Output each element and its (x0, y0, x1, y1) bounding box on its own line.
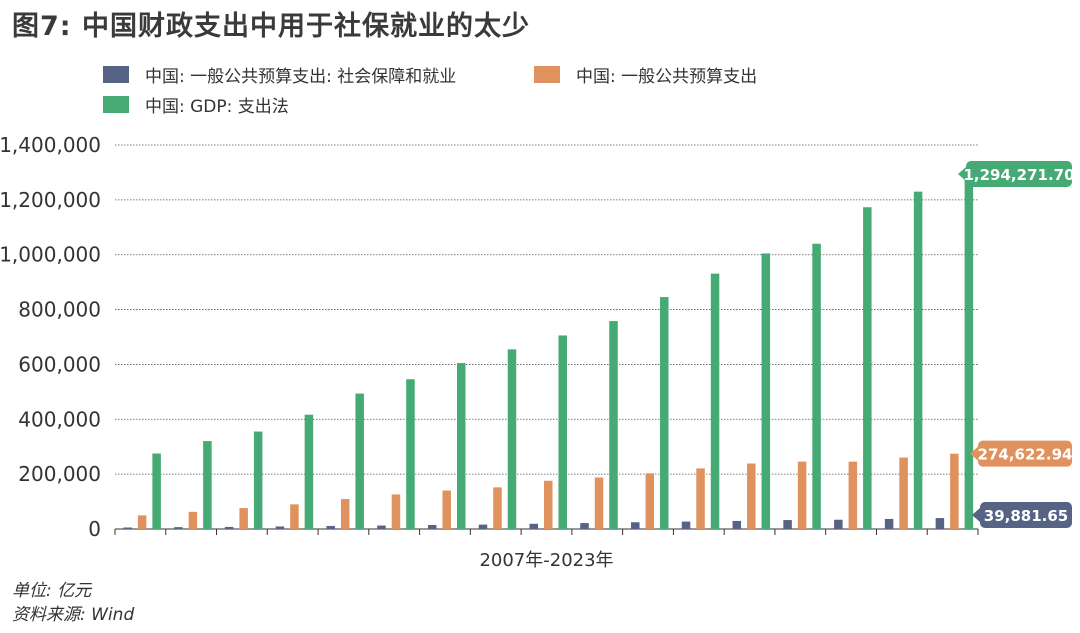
y-tick-label: 1,200,000 (0, 188, 101, 212)
bar (696, 468, 705, 529)
bar (558, 335, 567, 529)
bar (326, 525, 335, 529)
legend-swatch-gdp (103, 96, 129, 113)
legend-item-social: 中国: 一般公共预算支出: 社会保障和就业 (103, 62, 456, 87)
y-tick-label: 1,400,000 (0, 133, 101, 157)
bar (899, 457, 908, 529)
bar (224, 526, 234, 529)
bar (609, 321, 618, 529)
bar (594, 477, 604, 529)
bar (137, 515, 147, 529)
callout-label: 274,622.94 (978, 446, 1073, 464)
bar (275, 526, 285, 529)
legend-label-social: 中国: 一般公共预算支出: 社会保障和就业 (145, 67, 457, 87)
bar (544, 480, 553, 529)
bar (710, 273, 720, 529)
y-tick-label: 800,000 (18, 298, 101, 322)
bar (631, 522, 640, 529)
callout-pointer (970, 446, 978, 461)
bar (478, 524, 488, 529)
legend-swatch-social (103, 66, 129, 83)
y-tick-label: 600,000 (18, 352, 101, 376)
x-axis-label: 2007年-2023年 (479, 550, 613, 571)
bar (174, 527, 183, 529)
bar (732, 520, 742, 529)
y-tick-label: 0 (88, 517, 101, 541)
bar (304, 414, 314, 529)
source-note: 资料来源: Wind (12, 605, 135, 625)
legend-item-gdp: 中国: GDP: 支出法 (103, 92, 289, 117)
bar (377, 525, 386, 529)
callout-pointer (958, 166, 966, 181)
bar (507, 349, 517, 529)
bar (797, 461, 807, 529)
bar (935, 518, 945, 529)
unit-note: 单位: 亿元 (12, 581, 92, 601)
bar (152, 453, 161, 529)
bar (355, 393, 364, 529)
bar (188, 511, 198, 529)
callout-box (978, 440, 1072, 467)
chart-title: 图7: 中国财政支出中用于社保就业的太少 (12, 11, 530, 42)
bar (406, 379, 415, 529)
bar (203, 441, 212, 529)
bar (580, 523, 589, 529)
y-tick-label: 1,000,000 (0, 243, 101, 267)
bar (253, 431, 263, 529)
callout-box (980, 502, 1072, 528)
bar (529, 523, 538, 529)
bar (783, 520, 792, 529)
bar (391, 494, 401, 529)
bar (747, 463, 756, 529)
bar (812, 243, 821, 529)
y-tick-label: 200,000 (18, 462, 101, 486)
legend-label-budget: 中国: 一般公共预算支出 (576, 67, 758, 87)
bar (123, 527, 132, 529)
bar (848, 461, 858, 529)
legend-label-gdp: 中国: GDP: 支出法 (145, 97, 289, 117)
legend-item-budget: 中国: 一般公共预算支出 (534, 62, 757, 87)
bar (913, 191, 923, 529)
bar (660, 297, 669, 529)
bar (884, 518, 894, 529)
bar (239, 508, 248, 529)
bar (761, 253, 771, 529)
bar (681, 521, 691, 529)
bar (493, 487, 502, 529)
callout-pointer (972, 508, 980, 522)
callout-label: 1,294,271.70 (963, 166, 1074, 184)
bar (950, 453, 959, 529)
bar (442, 490, 451, 529)
callout-box (966, 160, 1072, 187)
bar (456, 363, 466, 529)
bar (834, 519, 843, 529)
bar (964, 173, 974, 529)
bar (645, 473, 655, 529)
bar (340, 499, 350, 529)
callout-label: 39,881.65 (984, 507, 1068, 525)
bar (290, 504, 299, 529)
legend-swatch-budget (534, 66, 560, 83)
bar (863, 207, 872, 529)
bar (427, 525, 437, 529)
y-tick-label: 400,000 (18, 407, 101, 431)
